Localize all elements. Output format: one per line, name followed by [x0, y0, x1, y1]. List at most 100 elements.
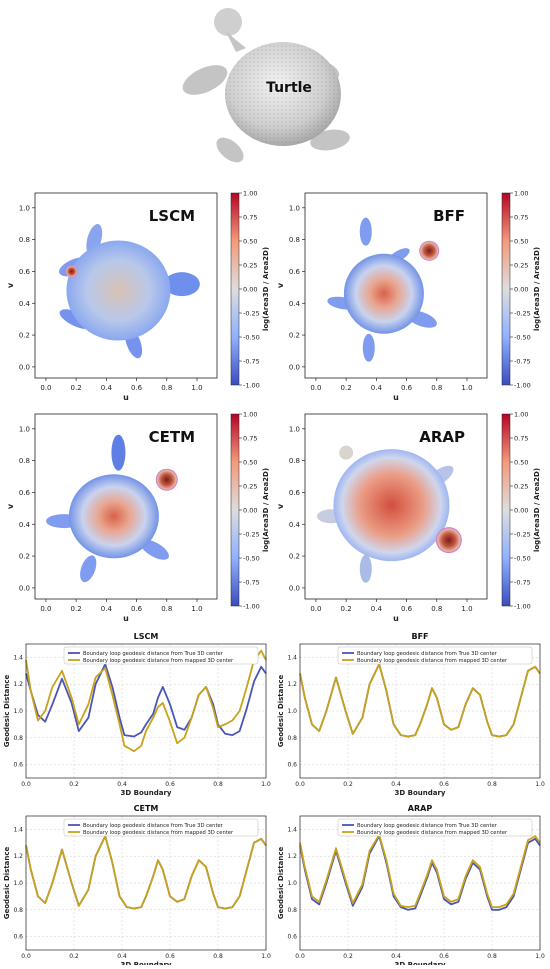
x-tick-label: 0.0 [40, 605, 51, 613]
x-tick-label: 1.0 [261, 953, 271, 960]
legend: Boundary loop geodesic distance from Tru… [337, 646, 533, 665]
x-tick-label: 0.4 [101, 605, 113, 613]
y-axis-label: Geodesic Distance [277, 674, 285, 747]
colorbar-tick-label: -1.00 [243, 603, 260, 611]
line-chart-title: BFF [411, 632, 428, 641]
y-axis-label: v [276, 282, 285, 288]
colorbar-tick-label: -0.50 [243, 334, 260, 342]
colorbar-tick-label: 1.00 [243, 190, 257, 198]
colorbar-label: log(Area3D / Area2D) [262, 247, 270, 331]
uv-hotspot [65, 265, 78, 278]
y-tick-label: 0.8 [19, 236, 30, 244]
colorbar-tick-label: -0.50 [243, 555, 260, 563]
model-label: Turtle [266, 80, 312, 96]
uv-limb [163, 272, 200, 297]
legend-entry: Boundary loop geodesic distance from Tru… [357, 651, 498, 657]
colorbar-tick-label: 0.50 [243, 459, 257, 467]
x-tick-label: 0.0 [310, 605, 321, 613]
colorbar-label: log(Area3D / Area2D) [262, 468, 270, 552]
x-tick-label: 1.0 [191, 384, 202, 392]
y-tick-label: 0.4 [19, 300, 31, 308]
x-tick-label: 0.0 [295, 781, 305, 788]
x-tick-label: 0.2 [71, 384, 82, 392]
x-tick-label: 1.0 [535, 781, 545, 788]
x-tick-label: 0.4 [371, 384, 383, 392]
uv-panel-bff: BFF 0.0 0.2 0.4 0.6 0.8 1.0 0.0 0.2 0.4 0.6 0.8 1.0 u… [276, 190, 541, 403]
colorbar-tick-label: -1.00 [514, 603, 531, 611]
y-tick-label: 1.2 [287, 853, 297, 860]
y-axis-label: Geodesic Distance [3, 674, 11, 747]
plot-frame [25, 815, 267, 951]
x-tick-label: 0.0 [21, 953, 31, 960]
colorbar-label: log(Area3D / Area2D) [533, 468, 541, 552]
colorbar-tick-label: 0.75 [514, 214, 528, 222]
x-tick-label: 0.8 [161, 384, 172, 392]
colorbar-tick-label: -0.25 [514, 531, 531, 539]
x-tick-label: 1.0 [461, 605, 472, 613]
x-tick-label: 0.2 [341, 384, 352, 392]
x-tick-label: 0.2 [69, 953, 79, 960]
y-tick-label: 1.0 [287, 708, 297, 715]
y-tick-label: 1.4 [287, 826, 297, 833]
uv-hotspot [155, 468, 178, 491]
colorbar [230, 192, 240, 386]
x-tick-label: 0.6 [165, 781, 175, 788]
x-tick-label: 0.8 [431, 384, 442, 392]
x-tick-label: 0.6 [131, 605, 143, 613]
y-tick-label: 0.6 [289, 268, 301, 276]
y-tick-label: 1.4 [13, 826, 23, 833]
y-tick-label: 0.4 [289, 521, 301, 529]
uv-panel-title: BFF [433, 207, 465, 225]
colorbar-tick-label: 0.00 [514, 286, 528, 294]
colorbar-tick-label: -0.75 [243, 358, 260, 366]
colorbar [501, 413, 511, 607]
colorbar-tick-label: -0.50 [514, 334, 531, 342]
y-tick-label: 1.0 [289, 425, 300, 433]
y-tick-label: 0.6 [13, 934, 23, 941]
uv-limb [359, 554, 372, 583]
turtle-model: Turtle [182, 8, 350, 163]
colorbar-tick-label: -1.00 [514, 382, 531, 390]
legend-box [63, 818, 259, 837]
legend: Boundary loop geodesic distance from Tru… [337, 818, 533, 837]
colorbar-tick-label: 0.25 [243, 483, 257, 491]
plot-frame [25, 643, 267, 779]
plot-frame [299, 815, 541, 951]
y-tick-label: 0.0 [19, 363, 30, 371]
uv-limb [140, 539, 169, 560]
y-tick-label: 0.0 [19, 584, 30, 592]
legend-entry: Boundary loop geodesic distance from map… [83, 658, 234, 664]
y-axis-label: v [6, 503, 15, 509]
series-line-true-center [25, 663, 267, 738]
x-tick-label: 0.8 [161, 605, 172, 613]
colorbar-tick-label: -0.75 [243, 579, 260, 587]
series-line-mapped-center [25, 835, 267, 910]
x-tick-label: 0.4 [371, 605, 383, 613]
y-tick-label: 0.0 [289, 584, 300, 592]
y-tick-label: 1.2 [13, 681, 23, 688]
y-tick-label: 1.2 [287, 681, 297, 688]
x-tick-label: 0.4 [101, 384, 113, 392]
colorbar-tick-label: 0.75 [514, 435, 528, 443]
uv-body [333, 449, 450, 562]
colorbar-label: log(Area3D / Area2D) [533, 247, 541, 331]
legend-entry: Boundary loop geodesic distance from Tru… [83, 651, 224, 657]
colorbar-tick-label: 0.25 [243, 262, 257, 270]
legend-entry: Boundary loop geodesic distance from map… [357, 658, 508, 664]
colorbar-tick-label: 0.25 [514, 262, 528, 270]
y-tick-label: 0.6 [19, 489, 31, 497]
uv-hotspot [419, 240, 440, 261]
colorbar-tick-label: -0.25 [243, 310, 260, 318]
line-chart-arap: ARAP 0.0 0.2 0.4 0.6 0.8 1.0 0.6 0.8 1.0 1.2 1.4 Bou… [277, 804, 545, 969]
uv-body [68, 474, 159, 559]
x-tick-label: 0.6 [401, 605, 413, 613]
colorbar-tick-label: 0.00 [243, 507, 257, 515]
y-tick-label: 0.8 [287, 907, 297, 914]
colorbar-tick-label: -0.75 [514, 579, 531, 587]
x-tick-label: 0.8 [487, 781, 497, 788]
x-tick-label: 0.4 [117, 781, 127, 788]
y-tick-label: 0.8 [289, 236, 300, 244]
uv-panel-title: LSCM [149, 207, 195, 225]
y-tick-label: 0.8 [287, 735, 297, 742]
